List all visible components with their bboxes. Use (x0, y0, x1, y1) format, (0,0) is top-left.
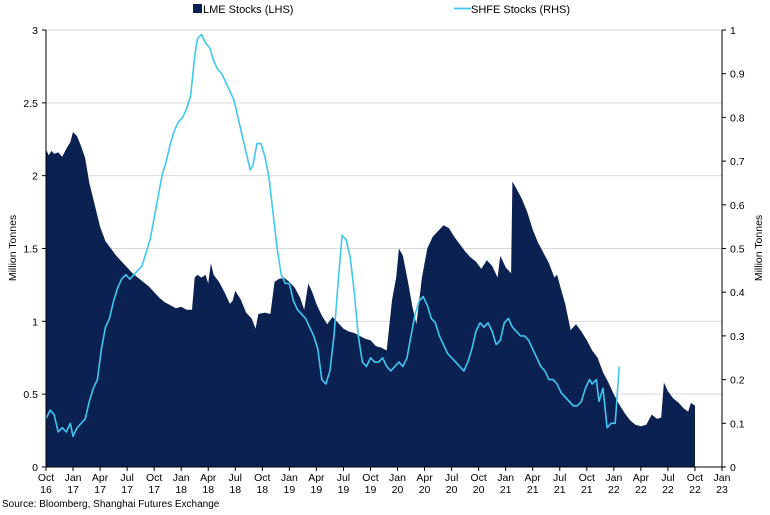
x-tick-label-month: Jul (229, 472, 242, 484)
x-tick-label-month: Jan (389, 472, 406, 484)
legend-label-lme: LME Stocks (LHS) (203, 4, 293, 16)
x-tick-label-year: 18 (175, 484, 187, 496)
x-tick-label-year: 17 (148, 484, 160, 496)
y-left-tick-label: 2.5 (23, 98, 38, 110)
y-right-tick-label: 1 (730, 25, 736, 37)
x-tick-label-year: 23 (716, 484, 728, 496)
x-tick-label-year: 17 (121, 484, 133, 496)
series-line-shfe (45, 33, 620, 438)
axes (42, 29, 726, 471)
x-tick-label-year: 20 (392, 484, 404, 496)
y-left-tick-label: 0 (32, 462, 38, 474)
y-right-tick-label: 0.8 (730, 112, 745, 124)
x-tick-label-month: Oct (470, 472, 486, 484)
x-tick-label-month: Jul (120, 472, 133, 484)
source-note: Source: Bloomberg, Shanghai Futures Exch… (2, 499, 220, 510)
x-tick-label-month: Oct (362, 472, 378, 484)
x-tick-label-month: Jul (553, 472, 566, 484)
x-tick-label-year: 19 (365, 484, 377, 496)
x-tick-label-month: Oct (38, 472, 54, 484)
x-tick-label-year: 19 (338, 484, 350, 496)
x-tick-label-year: 22 (635, 484, 647, 496)
x-tick-label-year: 21 (554, 484, 566, 496)
x-tick-label-year: 19 (311, 484, 323, 496)
x-tick-label-month: Oct (146, 472, 162, 484)
y-axis-right-title: Million Tonnes (753, 215, 765, 281)
y-right-tick-label: 0.2 (730, 375, 745, 387)
y-right-tick-label: 0.5 (730, 244, 745, 256)
series-layer (45, 33, 695, 467)
x-tick-label-year: 20 (419, 484, 431, 496)
x-tick-label-month: Apr (525, 472, 542, 484)
x-tick-label-year: 18 (202, 484, 214, 496)
x-tick-label-year: 22 (608, 484, 620, 496)
y-left-tick-label: 0.5 (23, 389, 38, 401)
x-tick-label-year: 16 (40, 484, 52, 496)
x-tick-label-year: 21 (500, 484, 512, 496)
x-tick-label-month: Oct (579, 472, 595, 484)
x-tick-label-year: 21 (527, 484, 539, 496)
x-tick-label-month: Jan (65, 472, 82, 484)
x-tick-label-month: Oct (254, 472, 270, 484)
x-tick-label-month: Oct (687, 472, 703, 484)
x-tick-label-month: Apr (92, 472, 109, 484)
y-right-tick-label: 0.7 (730, 156, 745, 168)
x-tick-label-year: 22 (689, 484, 701, 496)
series-area-lme (46, 132, 695, 467)
y-right-tick-label: 0.3 (730, 331, 745, 343)
x-tick-label-month: Jan (714, 472, 731, 484)
legend-swatch-lme (193, 4, 202, 13)
x-tick-label-month: Jul (661, 472, 674, 484)
y-left-tick-label: 3 (32, 25, 38, 37)
y-right-tick-label: 0.6 (730, 200, 745, 212)
x-tick-label-month: Apr (416, 472, 433, 484)
y-right-tick-label: 0.1 (730, 418, 745, 430)
x-tick-label-year: 18 (256, 484, 268, 496)
x-tick-label-year: 17 (94, 484, 106, 496)
x-tick-label-year: 19 (284, 484, 296, 496)
x-tick-label-month: Jan (497, 472, 514, 484)
y-left-tick-label: 1.5 (23, 244, 38, 256)
x-tick-label-month: Jul (445, 472, 458, 484)
y-axis-left-title: Million Tonnes (7, 215, 19, 281)
x-tick-label-month: Jul (337, 472, 350, 484)
y-left-tick-label: 1 (32, 316, 38, 328)
x-tick-label-year: 20 (446, 484, 458, 496)
x-tick-label-year: 18 (229, 484, 241, 496)
y-left-tick-label: 2 (32, 171, 38, 183)
y-right-tick-label: 0.4 (730, 287, 745, 299)
x-tick-label-year: 20 (473, 484, 485, 496)
x-tick-label-month: Jan (281, 472, 298, 484)
y-right-tick-label: 0 (730, 462, 736, 474)
y-right-tick-label: 0.9 (730, 69, 745, 81)
x-tick-label-month: Jan (173, 472, 190, 484)
legend-label-shfe: SHFE Stocks (RHS) (471, 4, 570, 16)
x-tick-label-year: 17 (67, 484, 79, 496)
legend: LME Stocks (LHS) SHFE Stocks (RHS) (193, 4, 570, 16)
x-tick-label-month: Apr (308, 472, 325, 484)
x-tick-label-year: 21 (581, 484, 593, 496)
tick-labels: 0 0.5 1 1.5 2 2.5 3 0 0.1 0.2 0.3 0.4 0.5 0.6 0.7 0.8 0.… (23, 25, 744, 496)
x-tick-label-month: Apr (200, 472, 217, 484)
x-tick-label-month: Jan (605, 472, 622, 484)
x-tick-label-year: 22 (662, 484, 674, 496)
x-tick-label-month: Apr (633, 472, 650, 484)
